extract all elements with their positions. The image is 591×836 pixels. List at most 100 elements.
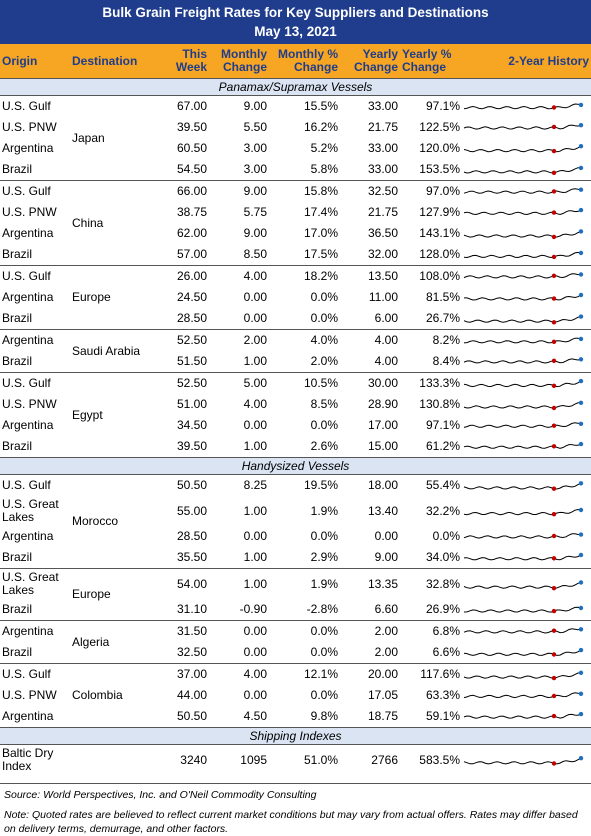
history (462, 351, 591, 373)
value: 8.4% (432, 354, 460, 368)
value: 34.50 (176, 418, 207, 432)
column-header: Yearly % Change (400, 44, 462, 79)
history (462, 568, 591, 599)
value: 9.00 (209, 180, 269, 202)
value: 97.1% (425, 418, 460, 432)
value: 26.7% (425, 311, 460, 325)
origin: Argentina (2, 141, 54, 155)
value: 32.50 (340, 180, 400, 202)
value: 31.10 (176, 602, 207, 616)
value: 8.2% (400, 329, 462, 351)
value: 4.00 (209, 265, 269, 287)
history (462, 706, 591, 728)
column-header: Monthly % Change (269, 44, 340, 79)
value: 1.00 (243, 439, 267, 453)
origin: Brazil (2, 247, 33, 261)
data-row: U.S. Gulf Europe 26.00 4.00 18.2% 13.50 108.0% (0, 265, 591, 330)
history (462, 496, 591, 526)
section-label: Handysized Vessels (0, 457, 591, 475)
history (462, 642, 591, 664)
value: 18.00 (367, 478, 398, 492)
data-row: Argentina 24.50 0.00 0.0% 11.00 81.5% (0, 287, 591, 308)
value: 127.9% (419, 205, 460, 219)
value: 81.5% (425, 290, 460, 304)
sparkline (463, 691, 584, 699)
history (462, 223, 591, 244)
section-label: Shipping Indexes (0, 727, 591, 745)
value: 130.8% (419, 397, 460, 411)
value: 55.00 (176, 503, 207, 518)
sparkline (463, 378, 584, 388)
origin: Brazil (2, 645, 33, 659)
section-label: Panamax/Supramax Vessels (0, 78, 591, 96)
value: 33.00 (367, 162, 398, 176)
value: 5.75 (243, 205, 267, 219)
value: 9.8% (310, 709, 338, 723)
data-row: U.S. Gulf China 66.00 9.00 15.8% 32.50 97.0% (0, 180, 591, 266)
history (462, 394, 591, 415)
value: 4.50 (243, 709, 267, 723)
data-row: U.S. Great Lakes Europe 54.00 1.00 1.9% 13.35… (0, 568, 591, 621)
value: 57.00 (176, 247, 207, 261)
value: 35.50 (176, 550, 207, 564)
data-row: Brazil 35.50 1.00 2.9% 9.00 34.0% (0, 547, 591, 569)
value: 36.50 (367, 226, 398, 240)
data-row: Brazil 32.50 0.00 0.0% 2.00 6.6% (0, 642, 591, 664)
value: 34.0% (425, 550, 460, 564)
value: 54.50 (176, 162, 207, 176)
value: 2.9% (310, 550, 338, 564)
data-row: U.S. Great Lakes 55.00 1.00 1.9% 13.40 32.2% (0, 496, 591, 526)
subtitle: May 13, 2021 (254, 24, 337, 39)
value: 128.0% (419, 247, 460, 261)
value: 0.00 (243, 290, 267, 304)
history (462, 138, 591, 159)
value: 44.00 (176, 688, 207, 702)
data-row: Argentina Saudi Arabia 52.50 2.00 4.0% 4.00 8.… (0, 329, 591, 373)
value: 8.25 (243, 478, 267, 492)
value: 28.50 (176, 311, 207, 325)
value: 0.00 (374, 529, 398, 543)
value: 17.5% (303, 247, 338, 261)
origin: U.S. Gulf (0, 663, 70, 685)
history (462, 96, 591, 118)
value: 2766 (371, 752, 398, 767)
data-row: U.S. Gulf Colombia 37.00 4.00 12.1% 20.00 117.… (0, 663, 591, 728)
value: 3240 (180, 752, 207, 767)
value: 62.00 (176, 226, 207, 240)
title: Bulk Grain Freight Rates for Key Supplie… (102, 5, 489, 20)
value: 0.0% (310, 311, 338, 325)
value: 39.50 (176, 120, 207, 134)
history (462, 620, 591, 642)
value: 8.5% (310, 397, 338, 411)
value: 6.60 (374, 602, 398, 616)
value: 0.0% (269, 620, 340, 642)
value: 67.00 (176, 99, 207, 113)
section-row: Handysized Vessels (0, 457, 591, 475)
history (462, 244, 591, 266)
data-row: Argentina Algeria 31.50 0.00 0.0% 2.00 6.8% (0, 620, 591, 664)
origin: Brazil (2, 354, 33, 368)
data-row: U.S. PNW 51.00 4.00 8.5% 28.90 130.8% (0, 394, 591, 415)
data-row: Brazil 51.50 1.00 2.0% 4.00 8.4% (0, 351, 591, 373)
value: 3.00 (243, 162, 267, 176)
value: 52.50 (162, 372, 209, 394)
value: 2.00 (374, 645, 398, 659)
value: 0.0% (310, 418, 338, 432)
value: 1.00 (243, 354, 267, 368)
history (462, 180, 591, 202)
value: 4.00 (209, 663, 269, 685)
history (462, 159, 591, 181)
value: 583.5% (419, 752, 460, 767)
value: 50.50 (176, 478, 207, 492)
value: 66.00 (162, 180, 209, 202)
note: Note: Quoted rates are believed to refle… (4, 809, 578, 835)
origin: Brazil (2, 550, 33, 564)
history (462, 436, 591, 458)
value: 1.9% (310, 503, 338, 518)
value: 60.50 (176, 141, 207, 155)
sparkline (463, 579, 584, 590)
value: 20.00 (340, 663, 400, 685)
value: 11.00 (368, 290, 398, 304)
destination: Japan (72, 130, 105, 145)
value: 17.00 (367, 418, 398, 432)
